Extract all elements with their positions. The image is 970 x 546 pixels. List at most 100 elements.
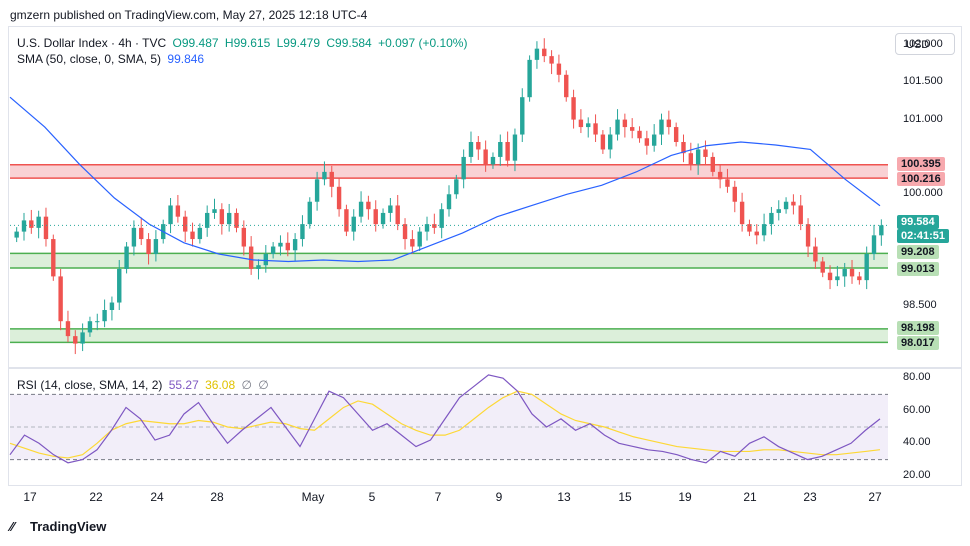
x-tick-6: 7: [434, 490, 442, 504]
candle-body-55: [417, 231, 422, 247]
x-tick-10: 19: [678, 490, 692, 504]
candle-body-13: [109, 302, 115, 310]
symbol-title[interactable]: U.S. Dollar Index · 4h · TVC: [17, 36, 167, 50]
sma-line: [9, 96, 881, 263]
candle-body-107: [798, 205, 803, 225]
ohlc-high: H99.615: [224, 36, 271, 50]
sma-legend[interactable]: SMA (50, close, 0, SMA, 5) 99.846: [17, 52, 207, 66]
candle-body-39: [300, 224, 305, 240]
candle-body-54: [410, 239, 415, 247]
price-panel[interactable]: [8, 26, 962, 368]
candle-body-77: [578, 119, 584, 128]
candle-body-65: [490, 156, 496, 165]
candle-body-98: [732, 186, 737, 202]
rsi-legend[interactable]: RSI (14, close, SMA, 14, 2) 55.27 36.08 …: [17, 378, 272, 392]
candle-body-3: [36, 216, 41, 228]
price-tick-2: 101.000: [903, 112, 943, 125]
candle-body-68: [512, 134, 518, 161]
ohlc-open: O99.487: [172, 36, 219, 50]
candle-body-48: [366, 201, 371, 210]
candle-body-11: [95, 321, 100, 323]
candle-body-10: [87, 321, 93, 333]
x-tick-5: 5: [368, 490, 376, 504]
ohlc-change: +0.097 (+0.10%): [378, 36, 468, 50]
candle-body-81: [608, 134, 613, 150]
candle-body-84: [629, 127, 635, 131]
candle-body-35: [270, 246, 276, 254]
rsi-tick-3: 20.00: [903, 468, 931, 481]
x-tick-12: 23: [803, 490, 817, 504]
candle-body-106: [791, 201, 796, 206]
candle-body-5: [51, 239, 56, 277]
candle-body-14: [117, 268, 122, 303]
candle-body-4: [43, 216, 49, 240]
candle-body-101: [754, 231, 759, 236]
candle-body-67: [505, 142, 510, 161]
x-tick-11: 21: [743, 490, 757, 504]
level-tag-bottom-1: 99.013: [897, 261, 939, 276]
candle-body-57: [432, 224, 437, 228]
price-tick-0: 102.000: [903, 37, 943, 50]
symbol-legend[interactable]: U.S. Dollar Index · 4h · TVC O99.487 H99…: [17, 36, 470, 50]
candle-body-50: [380, 212, 386, 225]
candle-body-56: [424, 224, 430, 232]
currency-button[interactable]: USD: [895, 33, 955, 55]
candle-body-44: [336, 186, 342, 210]
candle-body-85: [637, 130, 642, 139]
candle-body-62: [468, 142, 474, 157]
rsi-tick-1: 60.00: [903, 403, 931, 416]
candle-body-53: [402, 224, 408, 240]
candle-body-17: [139, 227, 144, 240]
candle-body-87: [651, 134, 657, 146]
candle-body-115: [857, 276, 862, 281]
candle-body-42: [322, 171, 327, 180]
sma-label: SMA (50, close, 0, SMA, 5): [17, 52, 162, 66]
rsi-line: [9, 374, 881, 464]
x-tick-3: 28: [210, 490, 224, 504]
candle-body-38: [292, 239, 298, 251]
candle-body-86: [644, 138, 650, 146]
candle-body-74: [556, 63, 562, 75]
candle-body-83: [622, 119, 628, 128]
rsi-label: RSI (14, close, SMA, 14, 2): [17, 378, 163, 392]
candle-body-108: [805, 224, 811, 247]
candle-body-24: [190, 231, 195, 240]
tradingview-brand[interactable]: ⁄⁄ TradingView: [10, 519, 106, 534]
candle-body-96: [717, 171, 723, 180]
level-tag-top-0: 100.395: [897, 156, 945, 171]
rsi-ma-line: [9, 390, 881, 459]
candle-body-33: [256, 265, 261, 269]
candle-body-78: [586, 123, 591, 128]
ohlc-low: L99.479: [276, 36, 321, 50]
level-zone-2: [10, 328, 888, 343]
candle-body-97: [725, 179, 730, 187]
candle-body-47: [358, 201, 364, 217]
candle-body-27: [212, 209, 217, 213]
rsi-panel[interactable]: [8, 368, 962, 486]
candle-body-102: [761, 224, 767, 236]
candle-body-75: [564, 74, 569, 98]
candle-body-88: [659, 119, 664, 135]
candle-body-82: [615, 119, 620, 135]
candle-body-103: [769, 212, 774, 225]
candle-body-16: [131, 227, 137, 247]
candle-body-12: [102, 310, 107, 322]
candle-body-113: [842, 268, 847, 277]
price-tick-4: 98.500: [903, 299, 937, 312]
rsi-na-1: ∅: [241, 378, 252, 392]
candle-body-89: [666, 119, 672, 128]
candle-body-109: [813, 246, 818, 262]
candle-body-32: [248, 246, 254, 269]
candle-body-63: [476, 142, 481, 150]
sma-value: 99.846: [167, 52, 205, 66]
candle-body-34: [263, 254, 269, 266]
candle-body-30: [234, 212, 239, 228]
candle-body-99: [739, 201, 745, 225]
candle-body-31: [241, 227, 247, 247]
candle-body-80: [600, 134, 606, 150]
candle-body-8: [73, 336, 78, 344]
candle-body-90: [673, 127, 679, 142]
level-zone-0: [10, 164, 888, 179]
price-tick-1: 101.500: [903, 75, 943, 88]
